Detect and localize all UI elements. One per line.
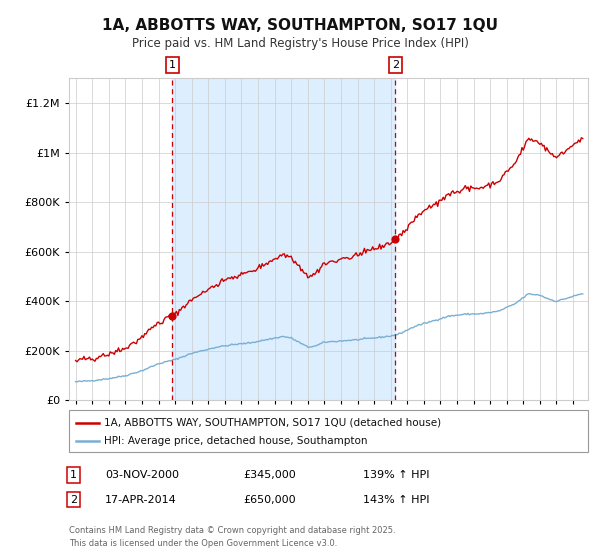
- Text: 17-APR-2014: 17-APR-2014: [105, 494, 177, 505]
- Text: 2: 2: [392, 60, 399, 70]
- Text: £650,000: £650,000: [243, 494, 296, 505]
- Text: HPI: Average price, detached house, Southampton: HPI: Average price, detached house, Sout…: [104, 436, 367, 446]
- Point: [391, 235, 400, 244]
- Text: Price paid vs. HM Land Registry's House Price Index (HPI): Price paid vs. HM Land Registry's House …: [131, 36, 469, 50]
- Text: 03-NOV-2000: 03-NOV-2000: [105, 470, 179, 480]
- Text: 2: 2: [70, 494, 77, 505]
- Text: 1A, ABBOTTS WAY, SOUTHAMPTON, SO17 1QU: 1A, ABBOTTS WAY, SOUTHAMPTON, SO17 1QU: [102, 18, 498, 32]
- Point: [167, 312, 177, 321]
- Text: 143% ↑ HPI: 143% ↑ HPI: [363, 494, 430, 505]
- Text: 1A, ABBOTTS WAY, SOUTHAMPTON, SO17 1QU (detached house): 1A, ABBOTTS WAY, SOUTHAMPTON, SO17 1QU (…: [104, 418, 441, 428]
- Text: 139% ↑ HPI: 139% ↑ HPI: [363, 470, 430, 480]
- Bar: [172, 78, 395, 400]
- Text: 1: 1: [169, 60, 176, 70]
- Text: This data is licensed under the Open Government Licence v3.0.: This data is licensed under the Open Gov…: [69, 539, 337, 548]
- Text: 1: 1: [70, 470, 77, 480]
- Text: £345,000: £345,000: [243, 470, 296, 480]
- Text: Contains HM Land Registry data © Crown copyright and database right 2025.: Contains HM Land Registry data © Crown c…: [69, 526, 395, 535]
